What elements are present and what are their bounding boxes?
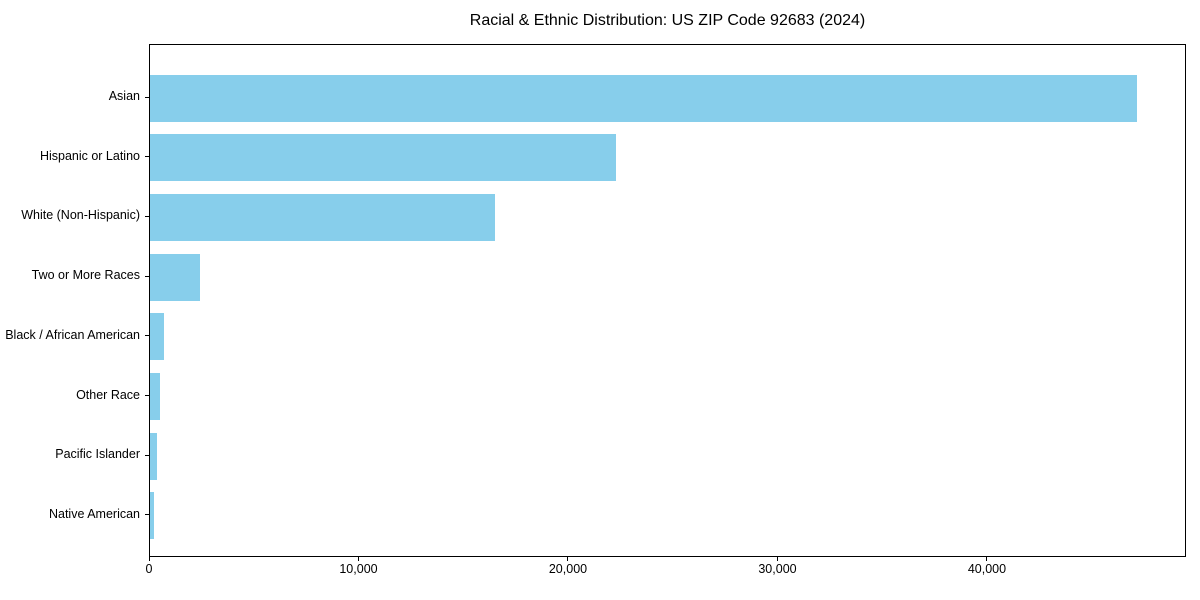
- y-axis-label: Other Race: [76, 387, 140, 402]
- y-tick-mark: [145, 96, 149, 98]
- bar: [150, 253, 201, 301]
- x-tick-label: 0: [145, 562, 153, 576]
- bar: [150, 492, 154, 540]
- x-tick-mark: [776, 557, 778, 561]
- bar: [150, 373, 161, 421]
- y-axis-label: Asian: [108, 89, 140, 103]
- x-tick-mark: [567, 557, 569, 561]
- y-axis-label: Hispanic or Latino: [39, 148, 140, 163]
- y-tick-mark: [145, 156, 149, 158]
- bar: [150, 193, 495, 241]
- bar: [150, 134, 617, 182]
- y-axis-label: Native American: [48, 506, 140, 521]
- plot-area: [149, 44, 1186, 557]
- y-axis-label: White (Non-Hispanic): [21, 208, 140, 223]
- bar: [150, 74, 1137, 122]
- bar: [150, 432, 158, 480]
- y-axis-label: Black / African American: [5, 327, 140, 342]
- x-tick-mark: [357, 557, 359, 561]
- y-tick-mark: [145, 514, 149, 516]
- x-tick-label: 30,000: [758, 562, 797, 576]
- y-axis-label: Pacific Islander: [55, 447, 140, 462]
- x-tick-label: 40,000: [967, 562, 1007, 576]
- x-tick-label: 20,000: [548, 562, 588, 576]
- bar: [150, 313, 165, 361]
- x-tick-mark: [148, 557, 150, 561]
- y-tick-mark: [145, 335, 149, 337]
- y-tick-mark: [145, 454, 149, 456]
- x-tick-mark: [986, 557, 988, 561]
- y-tick-mark: [145, 215, 149, 217]
- y-axis-label: Two or More Races: [31, 268, 140, 283]
- x-tick-label: 10,000: [339, 562, 378, 576]
- y-tick-mark: [145, 275, 149, 277]
- y-tick-mark: [145, 395, 149, 397]
- chart-title: Racial & Ethnic Distribution: US ZIP Cod…: [469, 12, 866, 29]
